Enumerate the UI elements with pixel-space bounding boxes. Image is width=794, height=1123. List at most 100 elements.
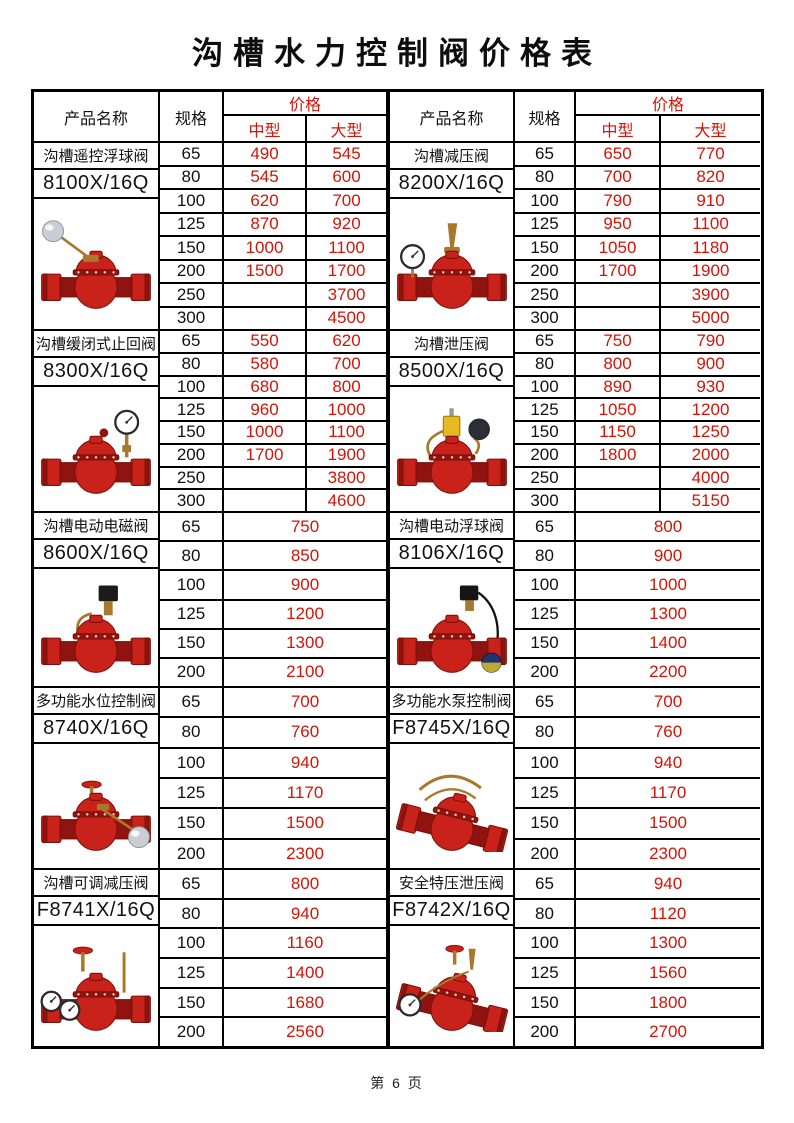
price-row: 125 950 1100 <box>515 213 760 237</box>
price-large-value: 790 <box>696 331 725 351</box>
price-large-value: 1100 <box>328 422 365 442</box>
spec-value: 100 <box>160 190 224 212</box>
adjustable-reducing-valve-photo <box>34 926 158 1046</box>
price-medium-value: 1150 <box>576 422 661 443</box>
price-value: 2300 <box>286 843 324 863</box>
spec-value: 125 <box>515 778 576 808</box>
column-header-medium: 中型 <box>576 116 661 141</box>
column-header-product: 产品名称 <box>34 92 160 141</box>
price-value: 750 <box>290 516 320 536</box>
table-right-half: 产品名称 规格 价格 中型 大型 沟槽减压阀 8200X/16Q <box>390 92 760 1047</box>
spec-value: 250 <box>515 284 576 306</box>
spec-value: 200 <box>160 1018 224 1047</box>
price-large-value: 4500 <box>327 308 366 328</box>
price-large-value: 1900 <box>691 261 730 281</box>
spec-value: 200 <box>160 839 224 868</box>
price-row: 200 1500 1700 <box>160 260 386 284</box>
price-medium-value: 1800 <box>576 444 661 466</box>
electric-float-valve-photo <box>390 569 513 686</box>
column-header-price: 价格 <box>576 92 760 116</box>
spec-value: 200 <box>160 444 224 466</box>
product-cell: 沟槽可调减压阀 F8741X/16Q <box>34 870 160 1046</box>
price-rows: 65 750 790 80 800 900 100 890 930 125 1050 1200 150 1… <box>515 331 760 511</box>
product-model: 8100X/16Q <box>34 170 158 199</box>
left-sections: 沟槽遥控浮球阀 8100X/16Q 65 490 545 80 545 600 100 620 7… <box>34 143 386 1047</box>
price-row: 80 900 <box>515 542 760 572</box>
price-value: 1200 <box>286 604 324 624</box>
product-cell: 沟槽遥控浮球阀 8100X/16Q <box>34 143 160 329</box>
spec-value: 65 <box>515 143 576 165</box>
price-rows: 65 800 80 940 100 1160 125 1400 150 1680 200 2560 <box>160 870 386 1047</box>
price-value: 2300 <box>649 843 687 863</box>
price-value: 1170 <box>286 783 324 803</box>
price-row: 80 700 820 <box>515 166 760 190</box>
price-row: 65 800 <box>515 513 760 543</box>
spec-value: 80 <box>515 718 576 747</box>
price-large-value: 770 <box>696 143 725 163</box>
price-row: 150 1050 1180 <box>515 237 760 261</box>
spec-value: 100 <box>515 571 576 599</box>
price-value: 900 <box>290 574 320 594</box>
price-value: 2200 <box>649 662 687 682</box>
price-row: 125 870 920 <box>160 213 386 237</box>
product-section: 多功能水泵控制阀 F8745X/16Q 65 700 80 760 100 940 125 11… <box>390 688 760 870</box>
price-large-value: 2000 <box>691 445 730 465</box>
page-number: 第 6 页 <box>370 1075 424 1091</box>
price-value: 1400 <box>649 633 687 653</box>
price-large-value: 930 <box>696 376 725 396</box>
price-row: 80 850 <box>160 542 386 572</box>
spec-value: 80 <box>160 899 224 928</box>
column-header-product: 产品名称 <box>390 92 515 141</box>
price-medium-value <box>576 284 661 306</box>
price-value: 1400 <box>286 962 324 982</box>
price-large-value: 3800 <box>327 467 366 487</box>
price-value: 1300 <box>286 633 324 653</box>
price-medium-value: 750 <box>576 331 661 352</box>
spec-value: 125 <box>160 959 224 987</box>
price-value: 1160 <box>286 933 324 953</box>
spec-value: 65 <box>160 513 224 541</box>
price-medium-value <box>224 307 307 329</box>
price-value: 1500 <box>649 813 687 833</box>
product-cell: 多功能水泵控制阀 F8745X/16Q <box>390 688 515 868</box>
spec-value: 125 <box>515 213 576 235</box>
price-value: 2100 <box>286 662 324 682</box>
price-medium-value: 620 <box>224 190 307 212</box>
price-large-value: 1900 <box>327 445 366 465</box>
price-value: 940 <box>290 903 320 923</box>
price-value: 700 <box>653 692 683 712</box>
price-medium-value: 950 <box>576 213 661 235</box>
price-large-value: 5000 <box>691 308 730 328</box>
product-name: 多功能水泵控制阀 <box>390 688 513 715</box>
price-medium-value: 650 <box>576 143 661 165</box>
product-section: 安全特压泄压阀 F8742X/16Q 65 940 80 1120 100 1300 125 1… <box>390 870 760 1047</box>
price-row: 125 1200 <box>160 600 386 630</box>
float-ball-valve-photo <box>34 199 158 329</box>
price-row: 80 545 600 <box>160 166 386 190</box>
spec-value: 250 <box>515 467 576 489</box>
price-row: 80 580 700 <box>160 353 386 377</box>
product-name: 沟槽缓闭式止回阀 <box>34 331 158 358</box>
price-medium-value: 800 <box>576 353 661 375</box>
spec-value: 65 <box>515 513 576 541</box>
price-row: 80 800 900 <box>515 353 760 377</box>
price-medium-value: 1000 <box>224 422 307 443</box>
price-medium-value <box>576 467 661 489</box>
price-medium-value: 1500 <box>224 260 307 282</box>
price-value: 900 <box>653 545 683 565</box>
price-row: 100 900 <box>160 571 386 601</box>
spec-value: 125 <box>515 399 576 420</box>
spec-value: 100 <box>515 748 576 777</box>
price-row: 150 1000 1100 <box>160 422 386 445</box>
product-model: 8740X/16Q <box>34 715 158 744</box>
price-row: 250 3800 <box>160 467 386 491</box>
price-row: 100 940 <box>515 748 760 779</box>
price-large-value: 545 <box>332 143 361 163</box>
spec-value: 65 <box>160 870 224 898</box>
price-large-value: 820 <box>696 167 725 187</box>
price-row: 125 1300 <box>515 600 760 630</box>
spec-value: 200 <box>515 260 576 282</box>
safety-relief-valve-photo <box>390 926 513 1046</box>
price-medium-value: 1000 <box>224 237 307 259</box>
